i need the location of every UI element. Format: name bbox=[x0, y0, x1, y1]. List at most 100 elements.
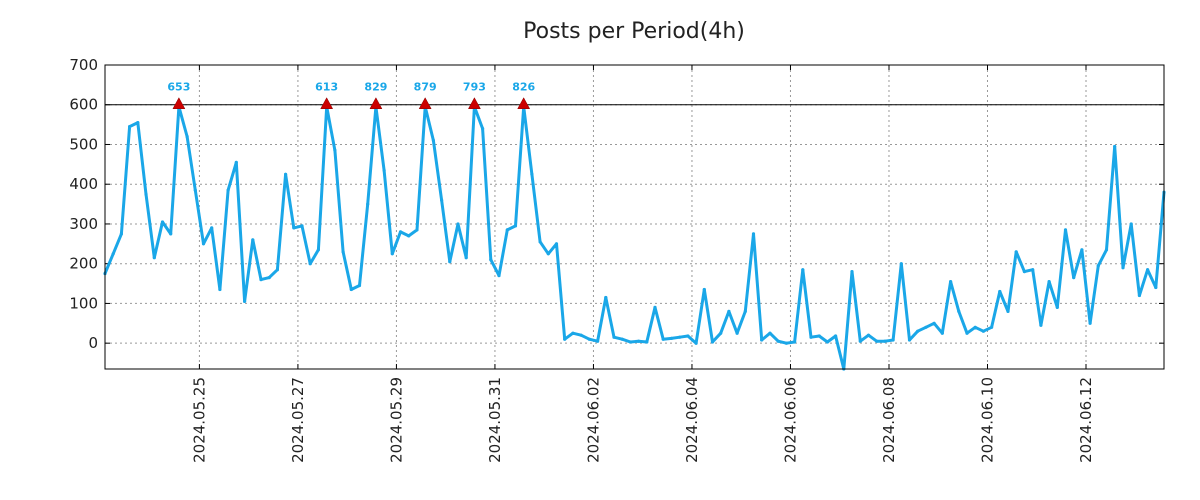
data-point bbox=[579, 333, 583, 337]
x-tick-label: 2024.05.29 bbox=[387, 377, 405, 463]
data-point bbox=[940, 331, 944, 335]
data-point bbox=[645, 340, 649, 344]
data-point bbox=[990, 325, 994, 329]
data-point bbox=[727, 309, 731, 313]
data-point bbox=[119, 232, 123, 236]
plot-area bbox=[104, 64, 1165, 370]
x-tick-label: 2024.06.04 bbox=[683, 377, 701, 463]
x-tick-label: 2024.06.12 bbox=[1077, 377, 1095, 463]
data-point bbox=[924, 325, 928, 329]
data-point bbox=[768, 331, 772, 335]
data-point bbox=[809, 335, 813, 339]
data-point bbox=[267, 276, 271, 280]
data-point bbox=[407, 234, 411, 238]
data-point bbox=[193, 188, 197, 192]
data-point bbox=[850, 270, 854, 274]
data-point bbox=[546, 252, 550, 256]
data-point bbox=[111, 252, 115, 256]
x-tick-label: 2024.05.25 bbox=[190, 377, 208, 463]
data-point bbox=[653, 305, 657, 309]
data-point bbox=[1113, 144, 1117, 149]
data-point bbox=[275, 268, 279, 272]
data-point bbox=[382, 168, 386, 172]
peak-label: 829 bbox=[364, 81, 387, 94]
data-point bbox=[316, 248, 320, 252]
data-point bbox=[776, 339, 780, 343]
data-point bbox=[308, 262, 312, 266]
data-point bbox=[357, 283, 362, 288]
x-tick-label: 2024.05.31 bbox=[486, 377, 504, 463]
y-tick-label: 400 bbox=[69, 175, 98, 193]
peak-marker bbox=[418, 97, 432, 109]
data-point bbox=[300, 224, 304, 228]
data-point bbox=[341, 250, 345, 254]
data-point bbox=[218, 287, 222, 292]
data-point bbox=[1022, 270, 1026, 274]
data-point bbox=[128, 125, 132, 129]
x-tick-label: 2024.06.06 bbox=[781, 377, 799, 463]
data-point bbox=[1039, 323, 1043, 327]
data-point bbox=[1154, 285, 1158, 290]
data-point bbox=[834, 334, 838, 338]
data-point bbox=[481, 127, 485, 131]
data-point bbox=[916, 329, 920, 333]
data-point bbox=[538, 240, 542, 244]
data-point bbox=[1096, 264, 1100, 268]
data-point bbox=[628, 340, 633, 344]
y-tick-label: 100 bbox=[69, 294, 98, 312]
data-point bbox=[612, 335, 616, 339]
y-tick-label: 200 bbox=[69, 255, 98, 273]
data-point bbox=[637, 339, 641, 343]
data-point bbox=[497, 274, 501, 278]
data-point bbox=[965, 331, 969, 335]
data-point bbox=[243, 299, 247, 303]
data-point bbox=[398, 230, 403, 234]
data-point bbox=[1129, 222, 1133, 226]
data-point bbox=[563, 337, 567, 341]
series-line-posts bbox=[103, 105, 1166, 371]
data-point bbox=[333, 148, 337, 152]
data-point bbox=[456, 222, 460, 226]
peak-marker bbox=[320, 97, 334, 109]
data-point bbox=[620, 337, 624, 341]
data-point bbox=[883, 339, 887, 343]
data-point bbox=[1104, 248, 1109, 252]
data-point bbox=[949, 280, 953, 284]
data-point bbox=[694, 341, 698, 345]
peak-label: 613 bbox=[315, 81, 338, 94]
data-point bbox=[169, 232, 173, 236]
peak-marker bbox=[517, 97, 531, 109]
data-point bbox=[710, 340, 715, 344]
data-point bbox=[464, 256, 468, 260]
data-point bbox=[784, 341, 789, 345]
y-tick-label: 300 bbox=[69, 215, 98, 233]
data-point bbox=[907, 338, 912, 342]
data-point bbox=[448, 260, 452, 264]
data-point bbox=[415, 228, 419, 232]
data-point bbox=[981, 329, 986, 333]
data-point bbox=[144, 192, 148, 196]
data-point bbox=[751, 232, 756, 236]
data-point bbox=[349, 287, 353, 292]
data-point bbox=[669, 336, 674, 340]
data-point bbox=[661, 337, 665, 341]
y-tick-label: 600 bbox=[69, 96, 98, 114]
x-tick-label: 2024.06.02 bbox=[584, 377, 602, 463]
data-point bbox=[440, 198, 444, 202]
peak-label: 653 bbox=[167, 81, 190, 94]
data-point bbox=[1080, 248, 1084, 252]
data-point bbox=[1137, 293, 1141, 298]
x-tick-label: 2024.06.10 bbox=[979, 377, 997, 463]
data-point bbox=[973, 325, 977, 329]
peak-label: 879 bbox=[414, 81, 437, 94]
data-point bbox=[284, 172, 288, 176]
data-point bbox=[226, 188, 230, 192]
data-point bbox=[801, 268, 805, 272]
data-point bbox=[431, 138, 435, 143]
data-point bbox=[571, 331, 575, 335]
peak-marker bbox=[467, 97, 481, 109]
chart-title: Posts per Period(4h) bbox=[523, 19, 745, 44]
data-point bbox=[292, 226, 296, 230]
data-point bbox=[136, 121, 140, 125]
